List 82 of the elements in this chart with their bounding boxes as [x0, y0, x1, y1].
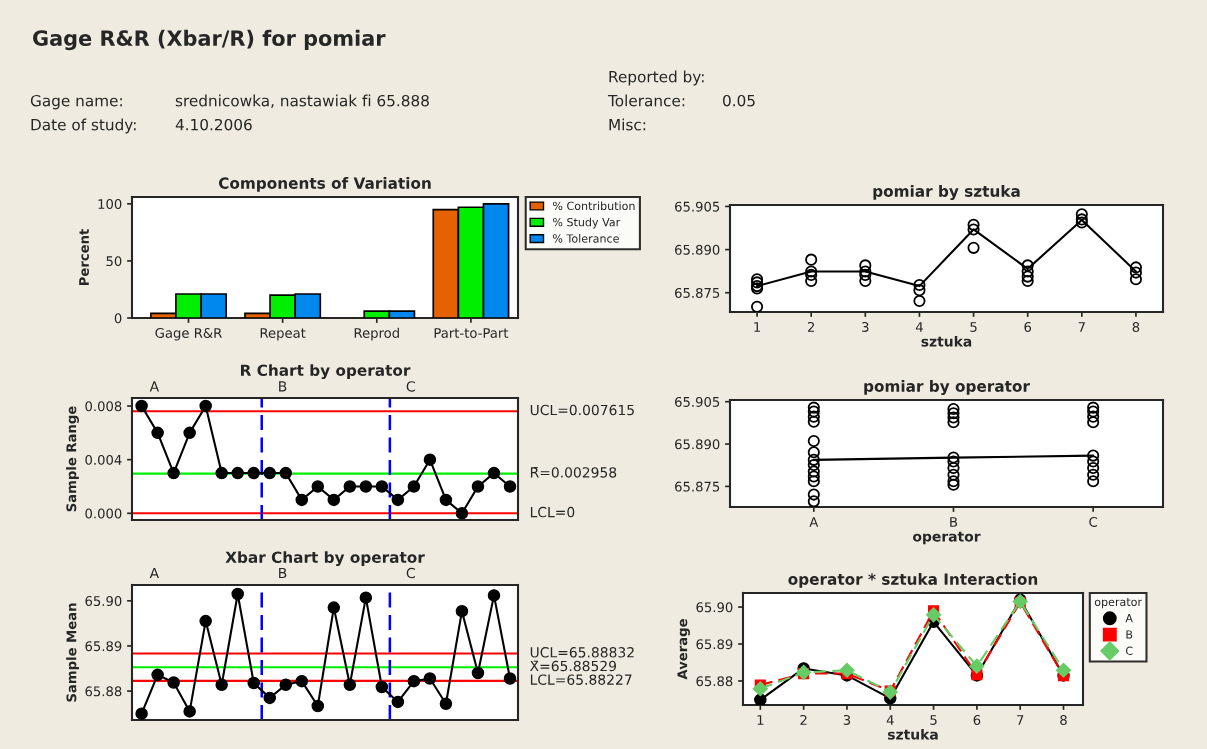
x-axis-title: operator: [913, 531, 981, 545]
text: B: [279, 567, 287, 579]
x-tick-label: 6: [1024, 321, 1032, 332]
x-tick-label: 1: [757, 715, 764, 725]
x-tick-label: 7: [1078, 322, 1085, 332]
legend-label: % Contribution: [553, 201, 635, 211]
x-tick-label: Repeat: [260, 328, 306, 341]
x-tick-label: C: [1089, 516, 1098, 527]
y-tick-label: 0.004: [85, 454, 122, 465]
y-tick-label: 65.89: [696, 639, 733, 650]
text: Gage R&R (Xbar/R) for pomiar: [33, 29, 386, 51]
legend-title: operator: [1094, 598, 1143, 609]
x-axis-title: sztuka: [887, 728, 938, 740]
text: srednicowka, nastawiak fi 65.888: [175, 94, 429, 108]
legend-label: % Tolerance: [553, 234, 619, 243]
y-axis-title: Percent: [79, 229, 89, 286]
chart-title: operator * sztuka Interaction: [788, 573, 1038, 588]
y-tick-label: 65.89: [85, 641, 122, 652]
ref-line-label: UCL=0.007615: [530, 404, 634, 416]
x-tick-label: Gage R&R: [155, 327, 222, 341]
ref-line-label: UCL=65.88832: [530, 647, 634, 658]
text: Reported by:: [609, 70, 704, 86]
x-tick-label: Reprod: [354, 327, 399, 341]
y-tick-label: 65.88: [85, 686, 122, 697]
text: Tolerance:: [607, 94, 685, 107]
ref-line-label: X̄=65.88529: [529, 660, 617, 672]
text: Gage name:: [30, 94, 122, 110]
x-tick-label: 5: [930, 715, 937, 725]
x-tick-label: 2: [800, 714, 807, 725]
text: B: [279, 381, 287, 392]
x-tick-label: 3: [862, 321, 869, 332]
ref-line-label: LCL=65.88227: [530, 674, 632, 685]
x-tick-label: 7: [1017, 715, 1024, 725]
ref-line-label: LCL=0: [530, 506, 575, 518]
x-tick-label: 2: [807, 321, 815, 332]
y-tick-label: 65.875: [675, 481, 720, 492]
y-axis-title: Sample Range: [66, 406, 79, 512]
y-tick-label: 65.90: [696, 602, 733, 613]
x-tick-label: 5: [970, 322, 977, 332]
legend-label: C: [1125, 646, 1133, 655]
text: Date of study:: [31, 118, 136, 134]
chart-title: Xbar Chart by operator: [225, 551, 425, 567]
chart-title: pomiar by sztuka: [873, 185, 1020, 200]
chart-title: Components of Variation: [218, 177, 431, 192]
y-axis-title: Sample Mean: [66, 603, 79, 702]
legend-label: % Study Var: [553, 217, 621, 229]
y-axis-title: Average: [677, 619, 690, 680]
y-tick-label: 0.008: [85, 401, 122, 412]
y-tick-label: 65.905: [675, 396, 720, 407]
legend-label: A: [1125, 614, 1133, 623]
x-axis-title: sztuka: [921, 335, 972, 347]
y-tick-label: 65.890: [675, 439, 720, 450]
text: 4.10.2006: [175, 118, 252, 131]
text: Misc:: [609, 118, 646, 131]
y-tick-label: 65.890: [675, 244, 720, 255]
x-tick-label: 6: [973, 714, 981, 725]
text: C: [406, 567, 415, 579]
legend-label: B: [1126, 630, 1133, 639]
x-tick-label: Part-to-Part: [434, 328, 509, 338]
x-tick-label: B: [950, 517, 958, 527]
x-tick-label: 4: [886, 715, 894, 725]
text: 0.05: [723, 94, 755, 107]
y-tick-label: 65.905: [675, 201, 720, 212]
y-tick-label: 65.875: [675, 287, 720, 298]
chart-title: pomiar by operator: [864, 380, 1030, 395]
x-tick-label: 8: [1132, 321, 1140, 332]
y-tick-label: 0: [114, 313, 122, 324]
x-tick-label: 3: [843, 714, 851, 725]
text: A: [149, 567, 159, 579]
chart-title: R Chart by operator: [240, 364, 411, 380]
x-tick-label: 4: [915, 322, 923, 332]
text: A: [149, 381, 159, 392]
y-tick-label: 0.000: [85, 508, 122, 519]
x-tick-label: 8: [1060, 714, 1067, 725]
y-tick-label: 65.88: [696, 676, 733, 687]
x-tick-label: A: [809, 517, 819, 527]
text: C: [406, 381, 415, 392]
y-tick-label: 50: [106, 256, 122, 267]
y-tick-label: 65.90: [85, 596, 122, 606]
x-tick-label: 1: [754, 322, 761, 332]
ref-line-label: R̄=0.002958: [530, 467, 617, 478]
y-tick-label: 100: [98, 199, 122, 210]
